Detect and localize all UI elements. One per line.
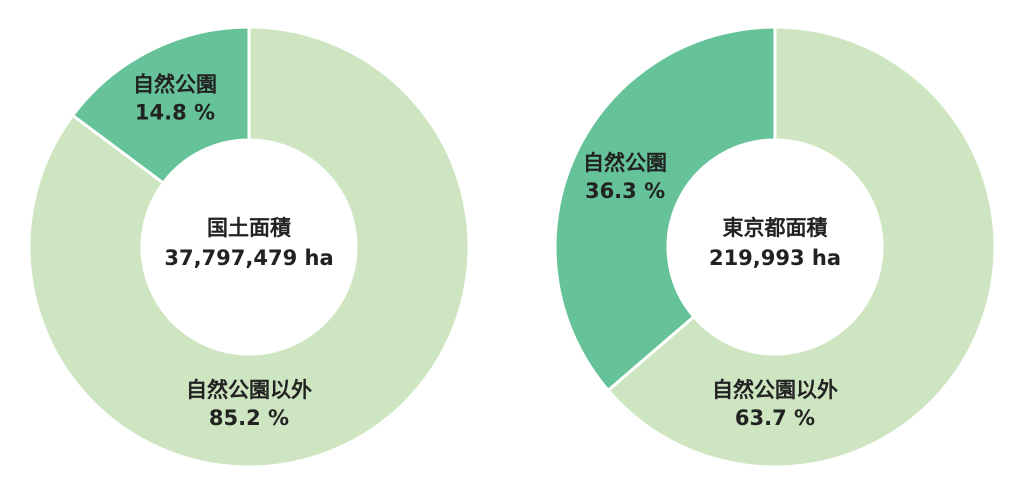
center-text: 219,993 ha — [709, 246, 841, 270]
value-label: 85.2 % — [209, 406, 289, 430]
value-label: 14.8 % — [135, 101, 215, 125]
value-label: 36.3 % — [585, 179, 665, 203]
center-text: 37,797,479 ha — [164, 246, 333, 270]
donut-slice — [27, 25, 471, 469]
donut-slice — [606, 25, 997, 469]
slice-label: 自然公園以外 — [712, 378, 838, 402]
slice-label: 自然公園 — [583, 151, 667, 175]
donut-slice — [70, 25, 251, 186]
value-label: 63.7 % — [735, 406, 815, 430]
center-title: 国土面積 — [207, 216, 292, 240]
donut-slice — [553, 25, 777, 393]
slice-label: 自然公園 — [133, 73, 217, 97]
center-title: 東京都面積 — [723, 216, 829, 240]
slice-label: 自然公園以外 — [186, 378, 312, 402]
